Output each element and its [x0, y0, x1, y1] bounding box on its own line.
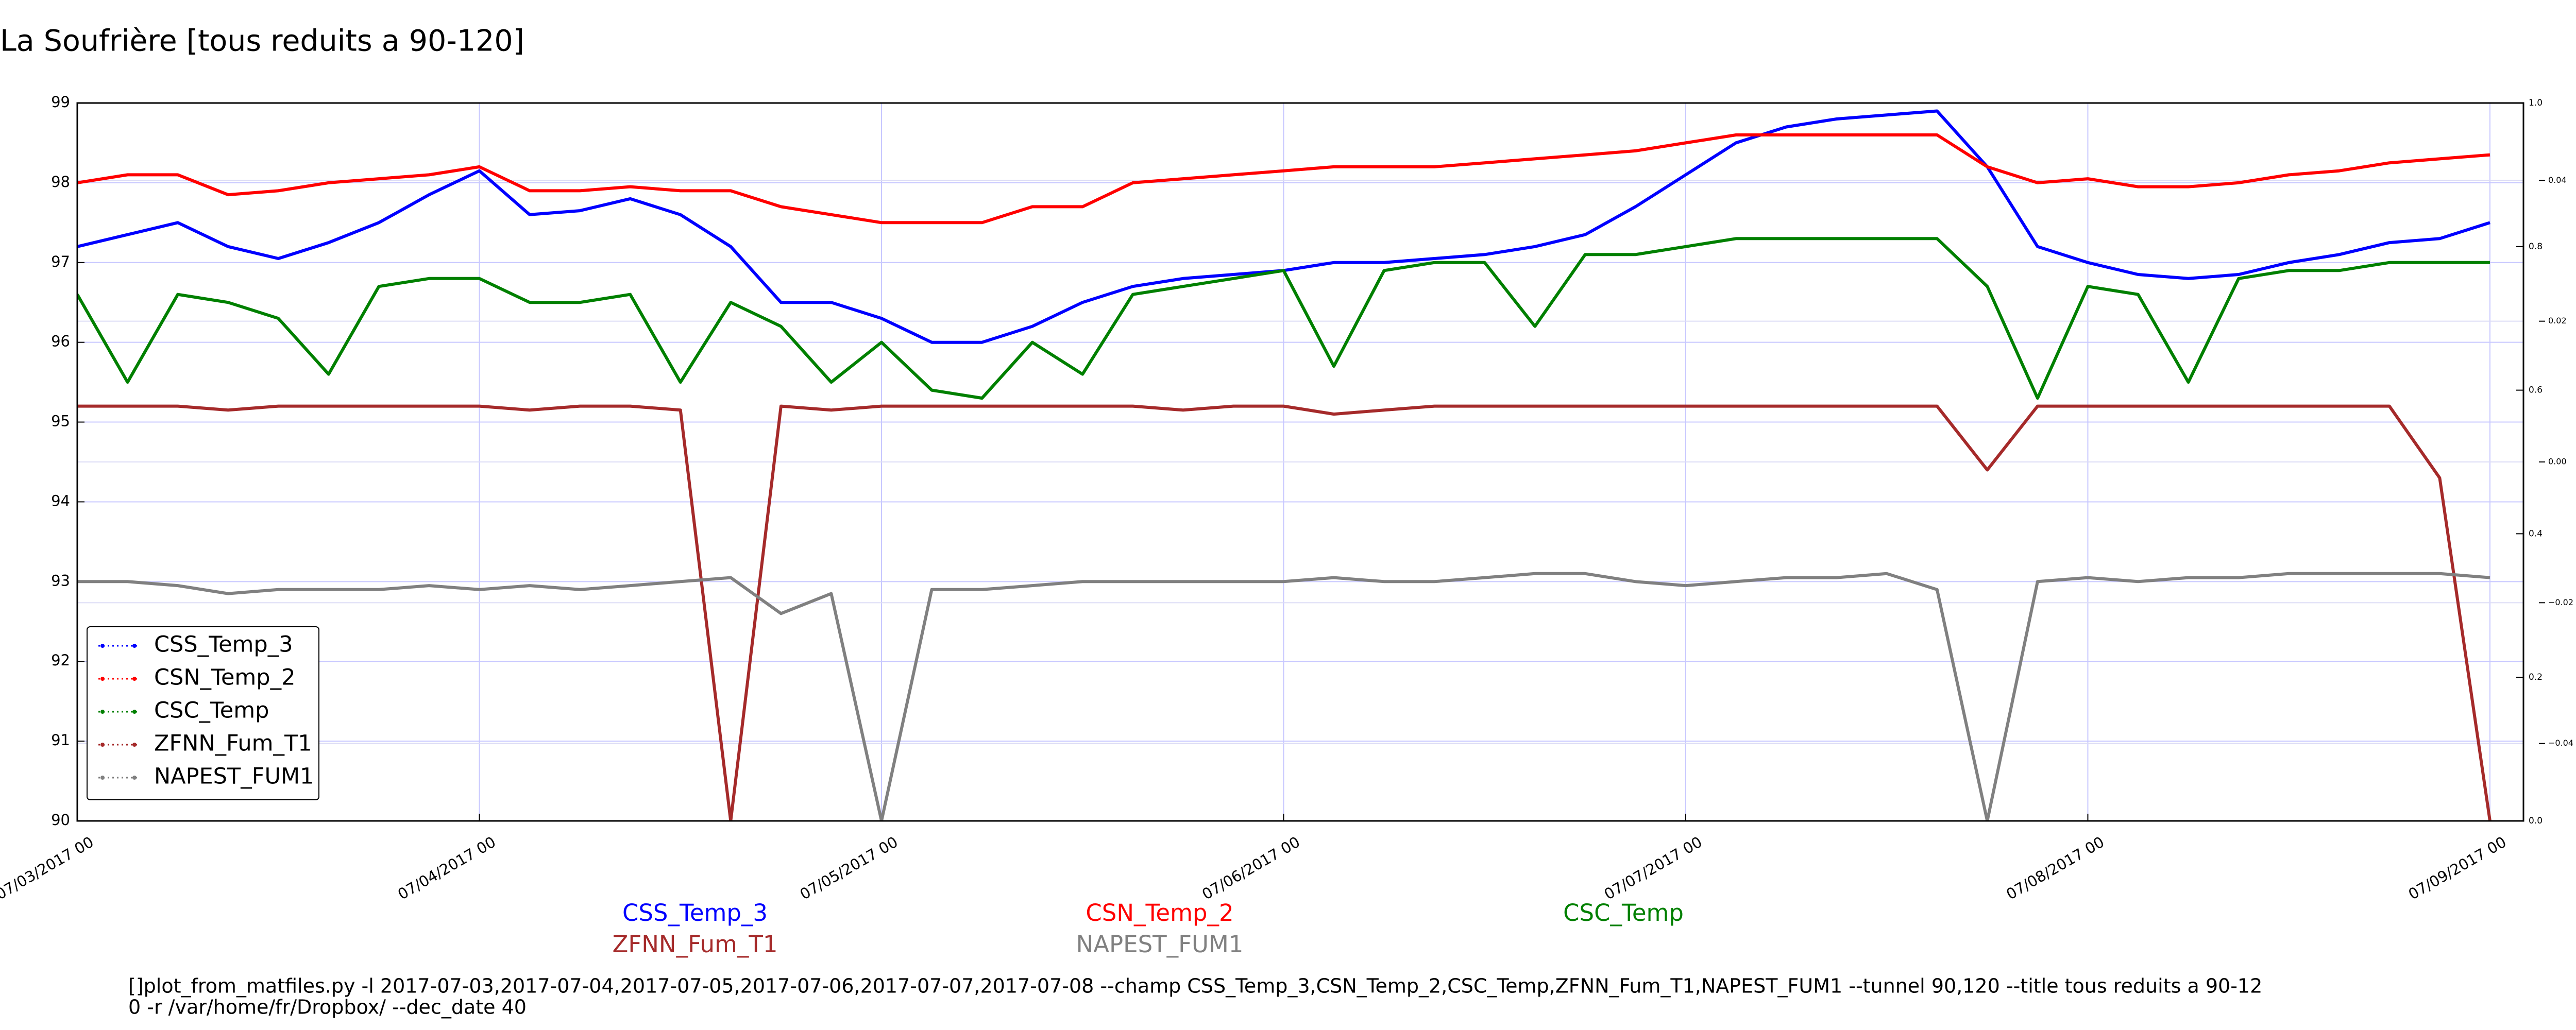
y3-tick-label: 0.00 — [2548, 457, 2567, 467]
series-line — [77, 404, 2492, 821]
legend-marker — [100, 644, 105, 648]
legend-label: CSN_Temp_2 — [154, 665, 295, 691]
legend-marker — [132, 710, 137, 714]
footer-line: 0 -r /var/home/fr/Dropbox/ --dec_date 40 — [128, 996, 527, 1019]
series-line — [77, 572, 2490, 821]
x-tick-label: 07/06/2017 00 — [1199, 833, 1303, 903]
series-caption: CSN_Temp_2 — [1086, 899, 1233, 926]
y-tick-label: 92 — [51, 651, 70, 669]
footer-line: []plot_from_matfiles.py -l 2017-07-03,20… — [128, 975, 2262, 998]
series-caption: NAPEST_FUM1 — [1076, 931, 1244, 958]
legend-marker — [132, 743, 137, 747]
y3-tick-label: −0.04 — [2548, 738, 2573, 748]
legend-box — [87, 626, 319, 800]
x-tick-label: 07/05/2017 00 — [797, 833, 901, 903]
legend-marker — [132, 776, 137, 780]
y2-tick-label: 0.8 — [2529, 242, 2543, 252]
y-tick-label: 96 — [51, 333, 70, 350]
chart-title: La Soufrière [tous reduits a 90-120] — [0, 24, 524, 58]
y-tick-label: 98 — [51, 173, 70, 191]
x-tick-label: 07/04/2017 00 — [395, 833, 499, 903]
y-tick-label: 91 — [51, 731, 70, 749]
series-line — [77, 133, 2490, 225]
legend-label: CSS_Temp_3 — [154, 632, 293, 658]
series-caption: ZFNN_Fum_T1 — [613, 931, 778, 958]
y3-tick-label: 0.04 — [2548, 175, 2567, 185]
legend-marker — [132, 677, 137, 681]
legend-label: ZFNN_Fum_T1 — [154, 731, 312, 757]
legend-marker — [100, 677, 105, 681]
legend-marker — [100, 743, 105, 747]
y2-tick-label: 0.2 — [2529, 672, 2543, 682]
series-caption: CSS_Temp_3 — [622, 899, 768, 926]
legend-marker — [100, 776, 105, 780]
x-tick-label: 07/07/2017 00 — [1601, 833, 1705, 903]
y-tick-label: 94 — [51, 492, 70, 509]
y-tick-label: 95 — [51, 413, 70, 430]
y2-tick-label: 0.0 — [2529, 816, 2543, 826]
y-tick-label: 93 — [51, 572, 70, 589]
series-line — [77, 237, 2490, 400]
y2-tick-label: 0.6 — [2529, 385, 2543, 396]
x-tick-label: 07/08/2017 00 — [2003, 833, 2107, 903]
legend-marker — [100, 710, 105, 714]
series-caption: CSC_Temp — [1563, 899, 1684, 926]
y2-tick-label: 0.4 — [2529, 528, 2543, 539]
y3-tick-label: 0.02 — [2548, 316, 2567, 325]
legend-marker — [132, 644, 137, 648]
x-tick-label: 07/09/2017 00 — [2405, 833, 2510, 903]
legend-label: NAPEST_FUM1 — [154, 764, 314, 789]
y2-tick-label: 1.0 — [2529, 98, 2543, 108]
legend-label: CSC_Temp — [154, 698, 269, 724]
x-tick-label: 07/03/2017 00 — [0, 833, 97, 903]
y3-tick-label: −0.02 — [2548, 597, 2573, 607]
y-tick-label: 99 — [51, 93, 70, 111]
y-tick-label: 90 — [51, 811, 70, 829]
plot-frame — [76, 102, 2524, 822]
y-tick-label: 97 — [51, 253, 70, 270]
